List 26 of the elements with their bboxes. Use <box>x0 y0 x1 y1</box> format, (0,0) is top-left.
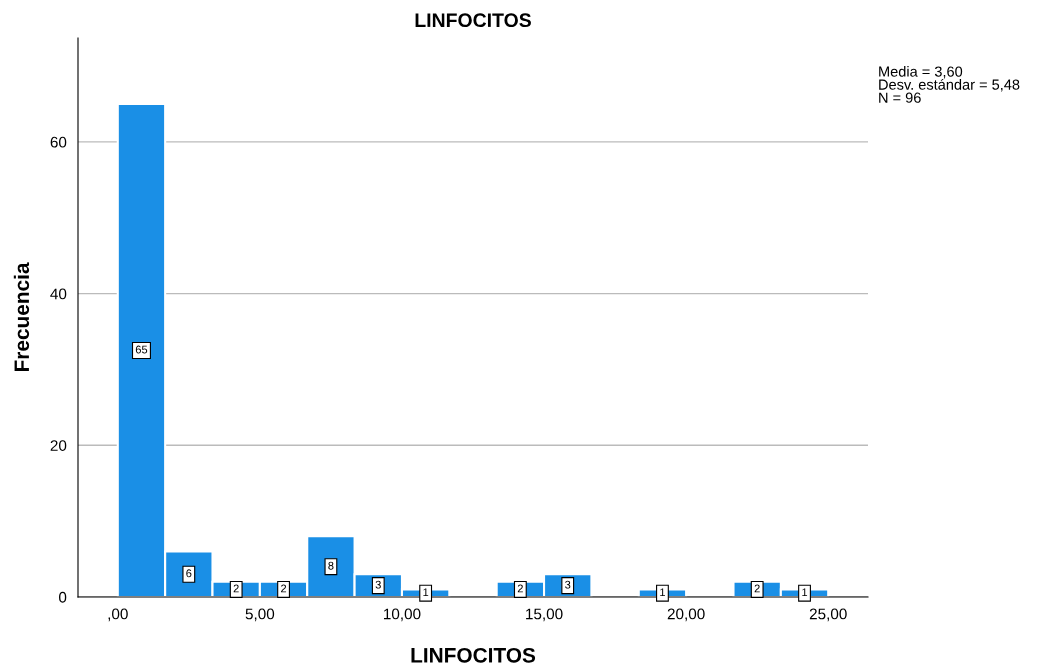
x-axis-title: LINFOCITOS <box>411 647 536 663</box>
x-tick-label: 10,00 <box>384 608 421 622</box>
chart-title: LINFOCITOS <box>415 13 531 28</box>
y-tick-label: 40 <box>50 288 67 300</box>
x-tick-label: 5,00 <box>245 608 275 622</box>
data-label: 2 <box>233 584 239 593</box>
y-axis-title: Frecuencia <box>13 262 30 372</box>
data-label: 8 <box>328 561 334 570</box>
data-label: 2 <box>754 584 760 593</box>
y-tick-label: 20 <box>50 440 67 451</box>
data-label: 2 <box>517 584 523 593</box>
data-label: 1 <box>660 588 665 597</box>
data-label: 3 <box>565 580 571 589</box>
data-label: 1 <box>802 588 808 597</box>
data-label: 3 <box>375 580 381 589</box>
x-tick-label: ,00 <box>108 608 128 622</box>
data-label: 2 <box>281 584 287 593</box>
y-tick-label: 0 <box>58 591 67 603</box>
data-label: 1 <box>423 588 429 597</box>
y-tick-label: 60 <box>50 136 67 148</box>
data-label: 65 <box>135 345 148 354</box>
data-label: 6 <box>186 569 192 578</box>
x-tick-label: 25,00 <box>809 608 847 622</box>
x-tick-label: 20,00 <box>667 608 705 622</box>
x-tick-label: 15,00 <box>526 608 563 622</box>
text: Media = 3,60 Desv. estándar = 5,48 N = 96 <box>879 66 1020 103</box>
